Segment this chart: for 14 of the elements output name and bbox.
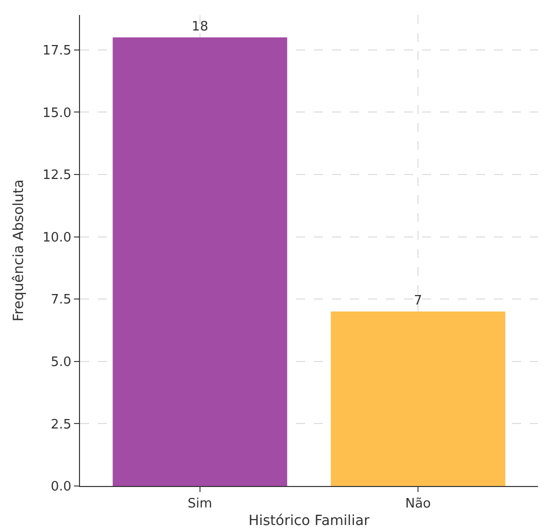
y-axis-title: Frequência Absoluta [11,179,28,322]
data-label: 18 [192,19,208,34]
y-tick-label: 10.0 [42,230,72,246]
y-tick-label: 12.5 [42,168,72,184]
y-tick-label: 5.0 [50,354,72,370]
y-tick-label: 7.5 [50,292,72,308]
data-label: 7 [414,294,422,309]
y-tick-label: 17.5 [42,43,72,58]
x-axis-title: Histórico Familiar [248,512,370,529]
x-tick-label: Não [405,496,431,512]
y-tick-label: 0.0 [50,480,72,495]
y-tick-label: 15.0 [42,106,72,121]
x-tick-label: Sim [188,496,212,512]
y-tick-label: 2.5 [50,417,72,432]
